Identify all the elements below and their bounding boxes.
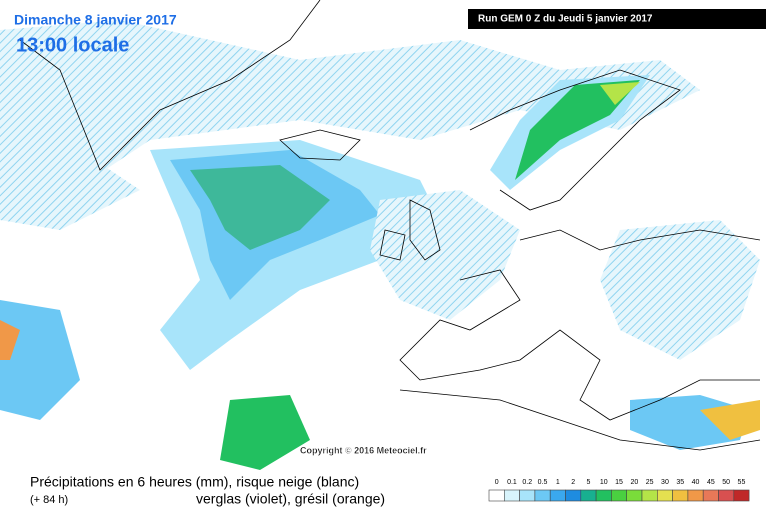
caption-line1: Précipitations en 6 heures (mm), risque … xyxy=(30,474,359,490)
legend-label: 55 xyxy=(738,479,746,486)
legend-label: 0.5 xyxy=(538,479,548,486)
legend-swatch xyxy=(503,489,520,502)
legend-label: 35 xyxy=(676,479,684,486)
legend-swatch xyxy=(549,489,566,502)
legend-swatch xyxy=(718,489,735,502)
legend-label: 1 xyxy=(556,479,560,486)
legend-label: 0.2 xyxy=(522,479,532,486)
color-legend: 0 0.1 0.2 0.5 1 2 5 10 15 20 25 30 35 40 45 50 55 xyxy=(488,479,750,502)
legend-label: 15 xyxy=(615,479,623,486)
legend-label: 5 xyxy=(586,479,590,486)
legend-label: 40 xyxy=(692,479,700,486)
legend-swatch xyxy=(580,489,597,502)
legend-swatch xyxy=(733,489,750,502)
caption-lead: (+ 84 h) xyxy=(30,494,68,506)
legend-swatch xyxy=(519,489,536,502)
legend-label: 45 xyxy=(707,479,715,486)
legend-swatch xyxy=(656,489,673,502)
legend-label: 2 xyxy=(571,479,575,486)
legend-label: 50 xyxy=(722,479,730,486)
legend-swatch xyxy=(702,489,719,502)
legend-swatch xyxy=(641,489,658,502)
legend-swatch xyxy=(611,489,628,502)
precipitation xyxy=(0,20,760,470)
legend-swatch xyxy=(687,489,704,502)
legend-swatch xyxy=(595,489,612,502)
caption-line2: verglas (violet), grésil (orange) xyxy=(196,491,385,507)
legend-label: 0.1 xyxy=(507,479,517,486)
legend-swatch xyxy=(672,489,689,502)
run-banner xyxy=(468,9,766,29)
legend-swatch xyxy=(565,489,582,502)
time-label: 13:00 locale xyxy=(16,34,129,56)
coastlines xyxy=(19,0,761,451)
legend-swatch xyxy=(488,489,505,502)
legend-label: 25 xyxy=(646,479,654,486)
legend-label: 30 xyxy=(661,479,669,486)
legend-label: 10 xyxy=(600,479,608,486)
legend-label: 0 xyxy=(495,479,499,486)
legend-swatch xyxy=(626,489,643,502)
date-label: Dimanche 8 janvier 2017 xyxy=(14,12,177,28)
run-label: Run GEM 0 Z du Jeudi 5 janvier 2017 xyxy=(478,14,653,25)
legend-swatch xyxy=(534,489,551,502)
legend-label: 20 xyxy=(630,479,638,486)
copyright: Copyright © 2016 Meteociel.fr xyxy=(300,445,427,455)
